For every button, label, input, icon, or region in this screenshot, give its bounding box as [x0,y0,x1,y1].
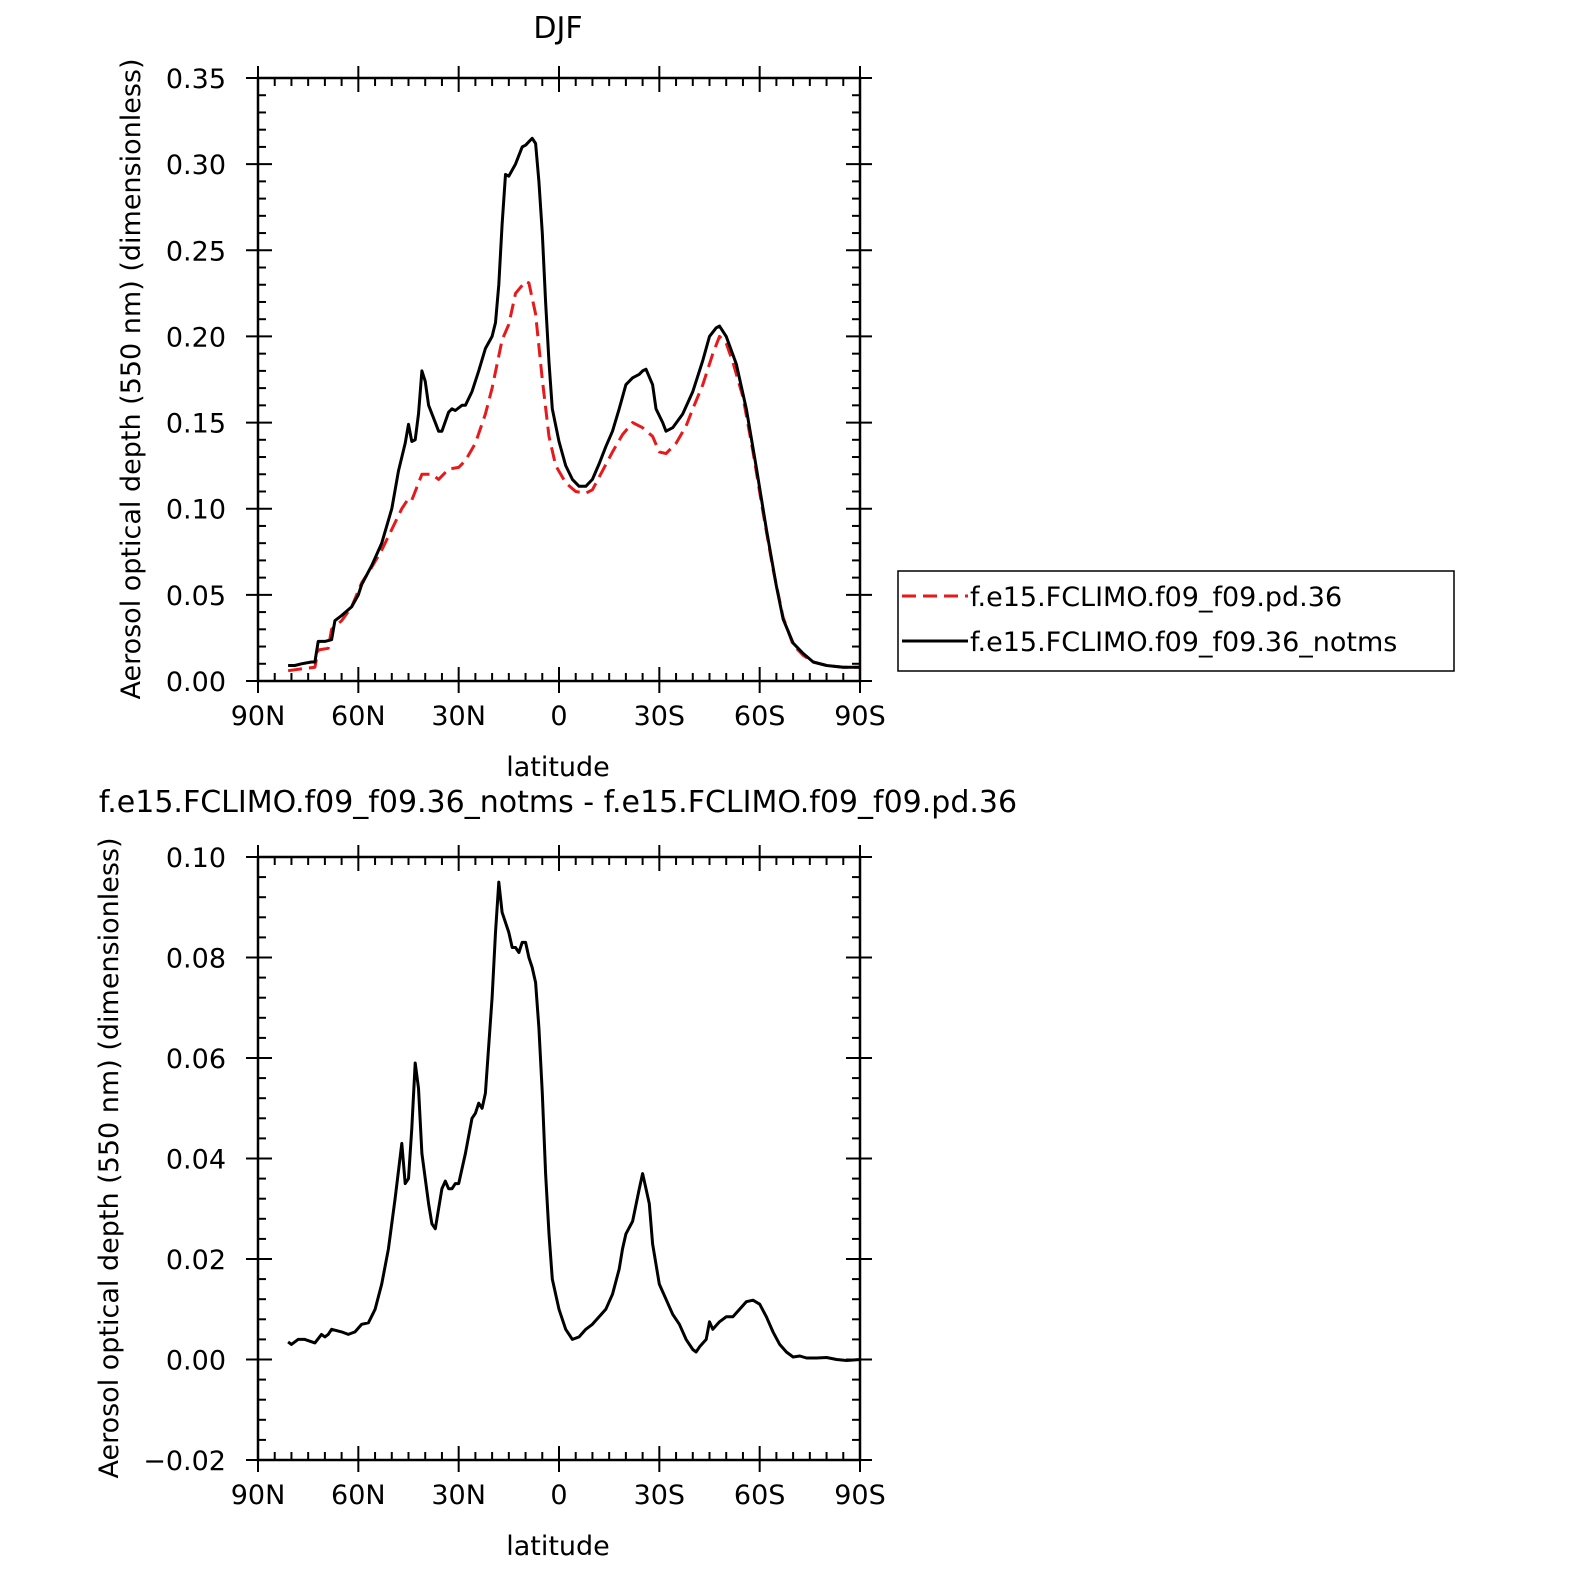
bottom-chart-series-line-0 [287,880,861,1362]
top-chart-y-tick-label: 0.15 [166,409,226,440]
top-chart-ticks [246,66,872,693]
top-chart-frame [256,76,862,683]
top-chart-panel: DJF 90N 60N 30N 0 30S 60S 90S 0.00 0.05 0.10 0.15… [116,11,1455,783]
bottom-chart-y-tick-label: 0.06 [166,1044,226,1075]
bottom-chart-x-tick-label: 30S [634,1480,686,1511]
top-chart-y-tick-label: 0.05 [166,581,226,612]
bottom-chart-y-axis-label: Aerosol optical depth (550 nm) (dimensio… [94,837,125,1478]
top-chart-series-line-1 [288,136,860,669]
top-chart-x-tick-label: 60S [734,701,786,732]
top-chart-x-tick-label: 0 [550,701,567,732]
bottom-chart-y-tick-label: 0.02 [166,1245,226,1276]
top-chart-y-axis-label: Aerosol optical depth (550 nm) (dimensio… [116,58,147,699]
top-chart-x-tick-label: 30S [634,701,686,732]
top-chart-x-tick-label: 90N [231,701,286,732]
legend-label-pd36: f.e15.FCLIMO.f09_f09.pd.36 [970,582,1342,613]
bottom-chart-frame [256,855,862,1462]
top-chart-y-tick-label: 0.20 [166,322,226,353]
bottom-chart-x-tick-label: 90N [231,1480,286,1511]
bottom-chart-x-tick-labels: 90N 60N 30N 0 30S 60S 90S [231,1480,886,1511]
top-chart-y-tick-label: 0.30 [166,150,226,181]
bottom-chart-panel: f.e15.FCLIMO.f09_f09.36_notms - f.e15.FC… [94,785,1017,1562]
top-chart-title: DJF [533,11,582,46]
top-chart-y-tick-label: 0.10 [166,495,226,526]
top-chart-x-tick-label: 90S [834,701,886,732]
bottom-chart-y-tick-label: 0.04 [166,1145,226,1176]
legend-box [897,570,1455,672]
bottom-chart-x-tick-label: 30N [431,1480,486,1511]
bottom-chart-y-tick-labels: −0.02 0.00 0.02 0.04 0.06 0.08 0.10 [143,843,226,1477]
bottom-chart-ticks [246,845,872,1472]
top-chart-series-line-0 [287,279,860,673]
top-chart-x-tick-labels: 90N 60N 30N 0 30S 60S 90S [231,701,886,732]
top-chart-legend: f.e15.FCLIMO.f09_f09.pd.36 f.e15.FCLIMO.… [897,570,1455,672]
bottom-chart-series-group [287,880,861,1362]
bottom-chart-x-tick-label: 0 [550,1480,567,1511]
bottom-chart-x-tick-label: 90S [834,1480,886,1511]
bottom-chart-y-tick-label: 0.08 [166,944,226,975]
top-chart-y-tick-labels: 0.00 0.05 0.10 0.15 0.20 0.25 0.30 0.35 [166,64,226,698]
legend-label-notms: f.e15.FCLIMO.f09_f09.36_notms [970,627,1397,658]
bottom-chart-x-tick-label: 60N [331,1480,386,1511]
top-chart-y-tick-label: 0.35 [166,64,226,95]
top-chart-y-tick-label: 0.25 [166,236,226,267]
bottom-chart-x-tick-label: 60S [734,1480,786,1511]
top-chart-x-axis-label: latitude [506,752,610,783]
bottom-chart-y-tick-label: −0.02 [143,1446,226,1477]
top-chart-x-tick-label: 60N [331,701,386,732]
top-chart-x-tick-label: 30N [431,701,486,732]
bottom-chart-y-tick-label: 0.10 [166,843,226,874]
bottom-chart-x-axis-label: latitude [506,1531,610,1562]
bottom-chart-title: f.e15.FCLIMO.f09_f09.36_notms - f.e15.FC… [99,785,1017,820]
bottom-chart-y-tick-label: 0.00 [166,1346,226,1377]
top-chart-series-group [287,136,860,673]
top-chart-y-tick-label: 0.00 [166,667,226,698]
